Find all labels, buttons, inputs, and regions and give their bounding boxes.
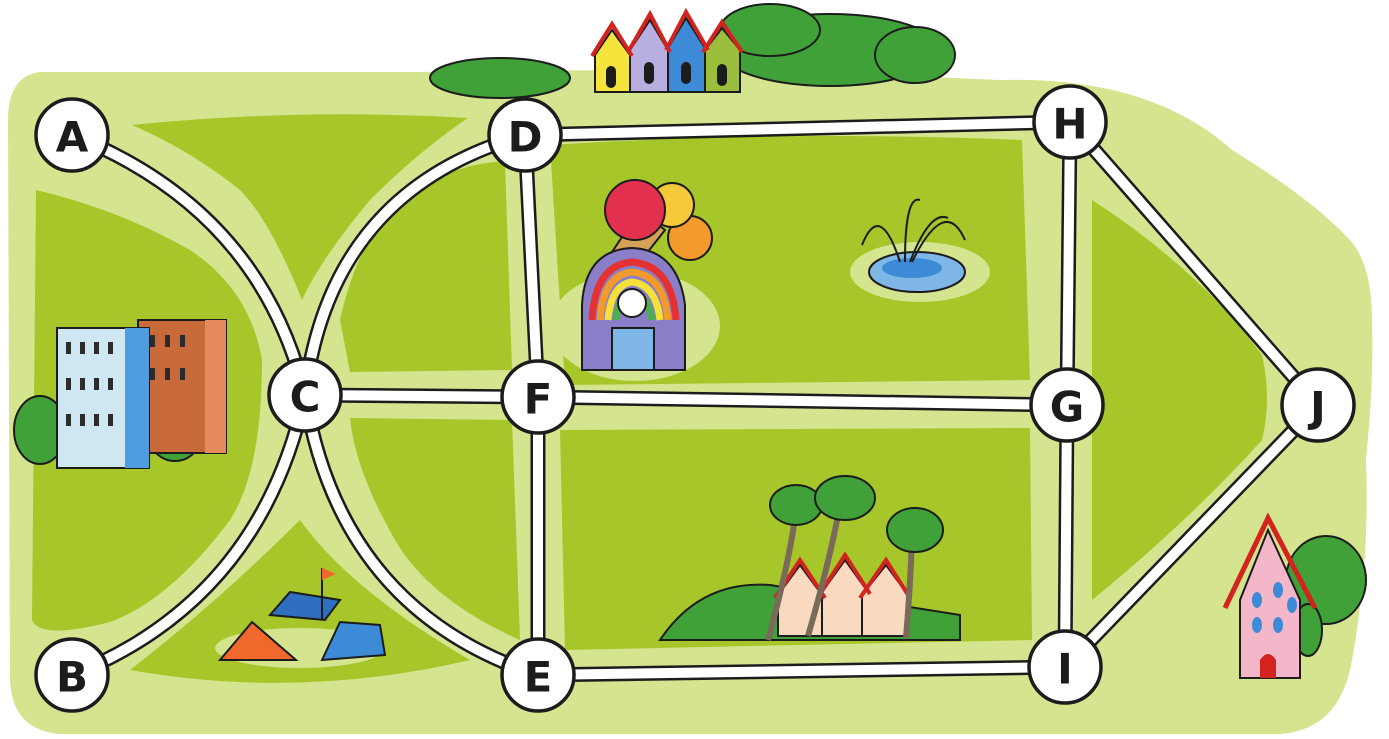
node-i: I	[1027, 629, 1103, 705]
node-e: E	[500, 637, 576, 713]
node-circle	[34, 97, 110, 173]
node-label: E	[524, 653, 553, 702]
ice-cream-shop-icon	[581, 179, 713, 371]
apartment-buildings-icon	[13, 319, 227, 469]
node-c: C	[267, 357, 343, 433]
node-label: A	[56, 113, 89, 162]
node-label: I	[1057, 645, 1073, 694]
pink-house-icon	[1222, 512, 1367, 679]
node-label: F	[524, 375, 553, 424]
node-label: J	[1307, 383, 1326, 432]
tents-icon	[215, 568, 387, 668]
node-label: D	[508, 113, 543, 162]
node-d: D	[487, 97, 563, 173]
row-houses-icon	[429, 3, 956, 99]
node-label: H	[1052, 100, 1087, 149]
node-circle	[500, 637, 576, 713]
node-circle	[500, 359, 576, 435]
node-label: C	[290, 373, 321, 422]
fountain-icon	[861, 198, 966, 293]
node-circle	[1027, 629, 1103, 705]
node-h: H	[1032, 84, 1108, 160]
node-circle	[1032, 84, 1108, 160]
village-icon	[658, 475, 961, 641]
node-circle	[267, 357, 343, 433]
node-circle	[487, 97, 563, 173]
node-g: G	[1029, 367, 1105, 443]
node-a: A	[34, 97, 110, 173]
node-circle	[34, 637, 110, 713]
node-label: G	[1050, 383, 1084, 432]
node-f: F	[500, 359, 576, 435]
node-circle	[1029, 367, 1105, 443]
node-b: B	[34, 637, 110, 713]
node-circle	[1280, 367, 1356, 443]
node-label: B	[56, 653, 88, 702]
node-j: J	[1280, 367, 1356, 443]
node-layer: A B C D E F G H I J	[34, 84, 1356, 713]
